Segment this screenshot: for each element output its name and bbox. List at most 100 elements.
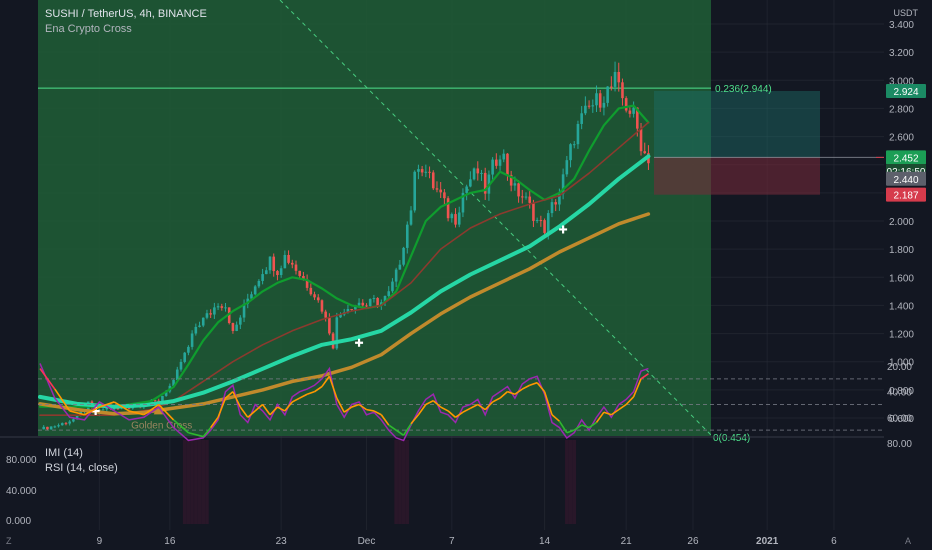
candle-body xyxy=(220,306,224,308)
candle-body xyxy=(357,302,361,306)
time-tick-label: Dec xyxy=(358,536,376,547)
osc-right-tick-label: 80.00 xyxy=(887,439,912,450)
price-badge-bg[interactable] xyxy=(886,171,926,186)
candle-body xyxy=(498,159,502,166)
candle-body xyxy=(598,93,602,108)
candle-body xyxy=(372,298,376,300)
candle-body xyxy=(112,408,116,410)
rsi-legend[interactable]: RSI (14, close) xyxy=(45,462,118,474)
candle-body xyxy=(457,212,461,225)
candle-body xyxy=(558,193,561,205)
candle-body xyxy=(476,168,480,174)
time-axis-bg[interactable] xyxy=(0,532,932,550)
candle-body xyxy=(298,270,301,276)
green-zone xyxy=(38,0,711,436)
rsi-line-segment xyxy=(566,429,575,434)
candle-body xyxy=(101,409,105,411)
candle-body xyxy=(64,423,68,425)
candle-body xyxy=(602,102,606,108)
candle-body xyxy=(572,144,576,146)
osc-left-tick-label: 40.000 xyxy=(6,486,37,497)
candle-body xyxy=(554,202,557,205)
candle-body xyxy=(624,98,628,111)
rsi-line-segment xyxy=(492,397,501,403)
price-badge-bg[interactable] xyxy=(886,187,926,202)
candle-body xyxy=(72,419,75,422)
rsi-line-segment xyxy=(603,411,612,416)
position-loss-zone[interactable] xyxy=(654,157,820,195)
rsi-line-segment xyxy=(113,401,130,412)
candle-body xyxy=(279,268,283,276)
osc-right-tick-label: 20.00 xyxy=(887,362,912,373)
candle-body xyxy=(480,172,483,174)
candle-body xyxy=(294,264,298,271)
overbought-shade xyxy=(205,440,209,524)
candle-body xyxy=(383,295,387,303)
rsi-line-segment xyxy=(380,414,390,426)
indicator-name[interactable]: Ena Crypto Cross xyxy=(45,23,132,35)
overbought-shade xyxy=(572,440,577,524)
price-badge-text: 2.924 xyxy=(893,87,918,98)
candle-body xyxy=(387,291,391,296)
candle-body xyxy=(335,317,339,349)
candle-body xyxy=(60,423,64,426)
rsi-line-segment xyxy=(269,406,279,416)
rsi-line-segment xyxy=(299,393,308,399)
price-badge-bg[interactable] xyxy=(886,83,926,98)
time-tick-label: 7 xyxy=(449,536,455,547)
rsi-line-segment xyxy=(610,408,620,416)
candle-body xyxy=(543,220,546,233)
price-tick-label: 3.200 xyxy=(889,48,914,59)
candle-body xyxy=(272,256,276,272)
rsi-line-segment xyxy=(543,391,553,416)
rsi-line-segment xyxy=(291,397,301,403)
candle-body xyxy=(517,183,520,197)
candle-body xyxy=(216,306,220,308)
rsi-line-segment xyxy=(536,382,546,393)
rsi-line-segment xyxy=(588,421,597,429)
candle-body xyxy=(446,198,450,219)
candle-body xyxy=(213,307,216,315)
overbought-shade xyxy=(197,440,202,524)
candle-body xyxy=(443,192,446,199)
rsi-line-segment xyxy=(477,403,486,411)
candle-body xyxy=(513,183,517,186)
rsi-line-segment xyxy=(440,406,449,412)
candle-body xyxy=(431,172,435,189)
rsi-line-segment xyxy=(173,419,189,434)
rsi-line-segment xyxy=(402,423,412,436)
rsi-line-segment xyxy=(395,429,405,436)
candle-body xyxy=(183,352,186,362)
candle-body xyxy=(550,202,554,214)
candle-body xyxy=(302,275,305,280)
symbol-title[interactable]: SUSHI / TetherUS, 4h, BINANCE xyxy=(45,8,207,20)
candle-body xyxy=(283,254,287,269)
rsi-line-segment xyxy=(336,397,345,413)
oscillator-pane xyxy=(0,363,932,524)
candle-body xyxy=(42,426,46,430)
candle-body xyxy=(242,303,246,318)
ema_slow-line xyxy=(38,154,651,409)
candle-body xyxy=(439,189,442,193)
candle-body xyxy=(420,169,424,173)
rsi-line-segment xyxy=(232,391,242,408)
candle-body xyxy=(75,416,79,420)
candle-body xyxy=(265,270,268,275)
price-badge-bg[interactable] xyxy=(886,150,926,165)
candle-body xyxy=(68,421,71,424)
price-badge-text: 2.440 xyxy=(893,175,918,186)
candle-body xyxy=(175,369,179,380)
position-profit-zone[interactable] xyxy=(654,90,820,158)
rsi-line-segment xyxy=(261,404,271,416)
zoom-reset-icon: Z xyxy=(6,536,12,546)
auto-scale-icon: A xyxy=(905,536,911,546)
overbought-shade xyxy=(405,440,410,524)
candle-body xyxy=(320,300,324,312)
candle-body xyxy=(584,105,587,114)
imi-legend[interactable]: IMI (14) xyxy=(45,447,83,459)
candle-body xyxy=(617,72,621,83)
candle-body xyxy=(509,174,513,186)
candle-body xyxy=(413,171,417,211)
rsi-line-segment xyxy=(99,401,115,408)
